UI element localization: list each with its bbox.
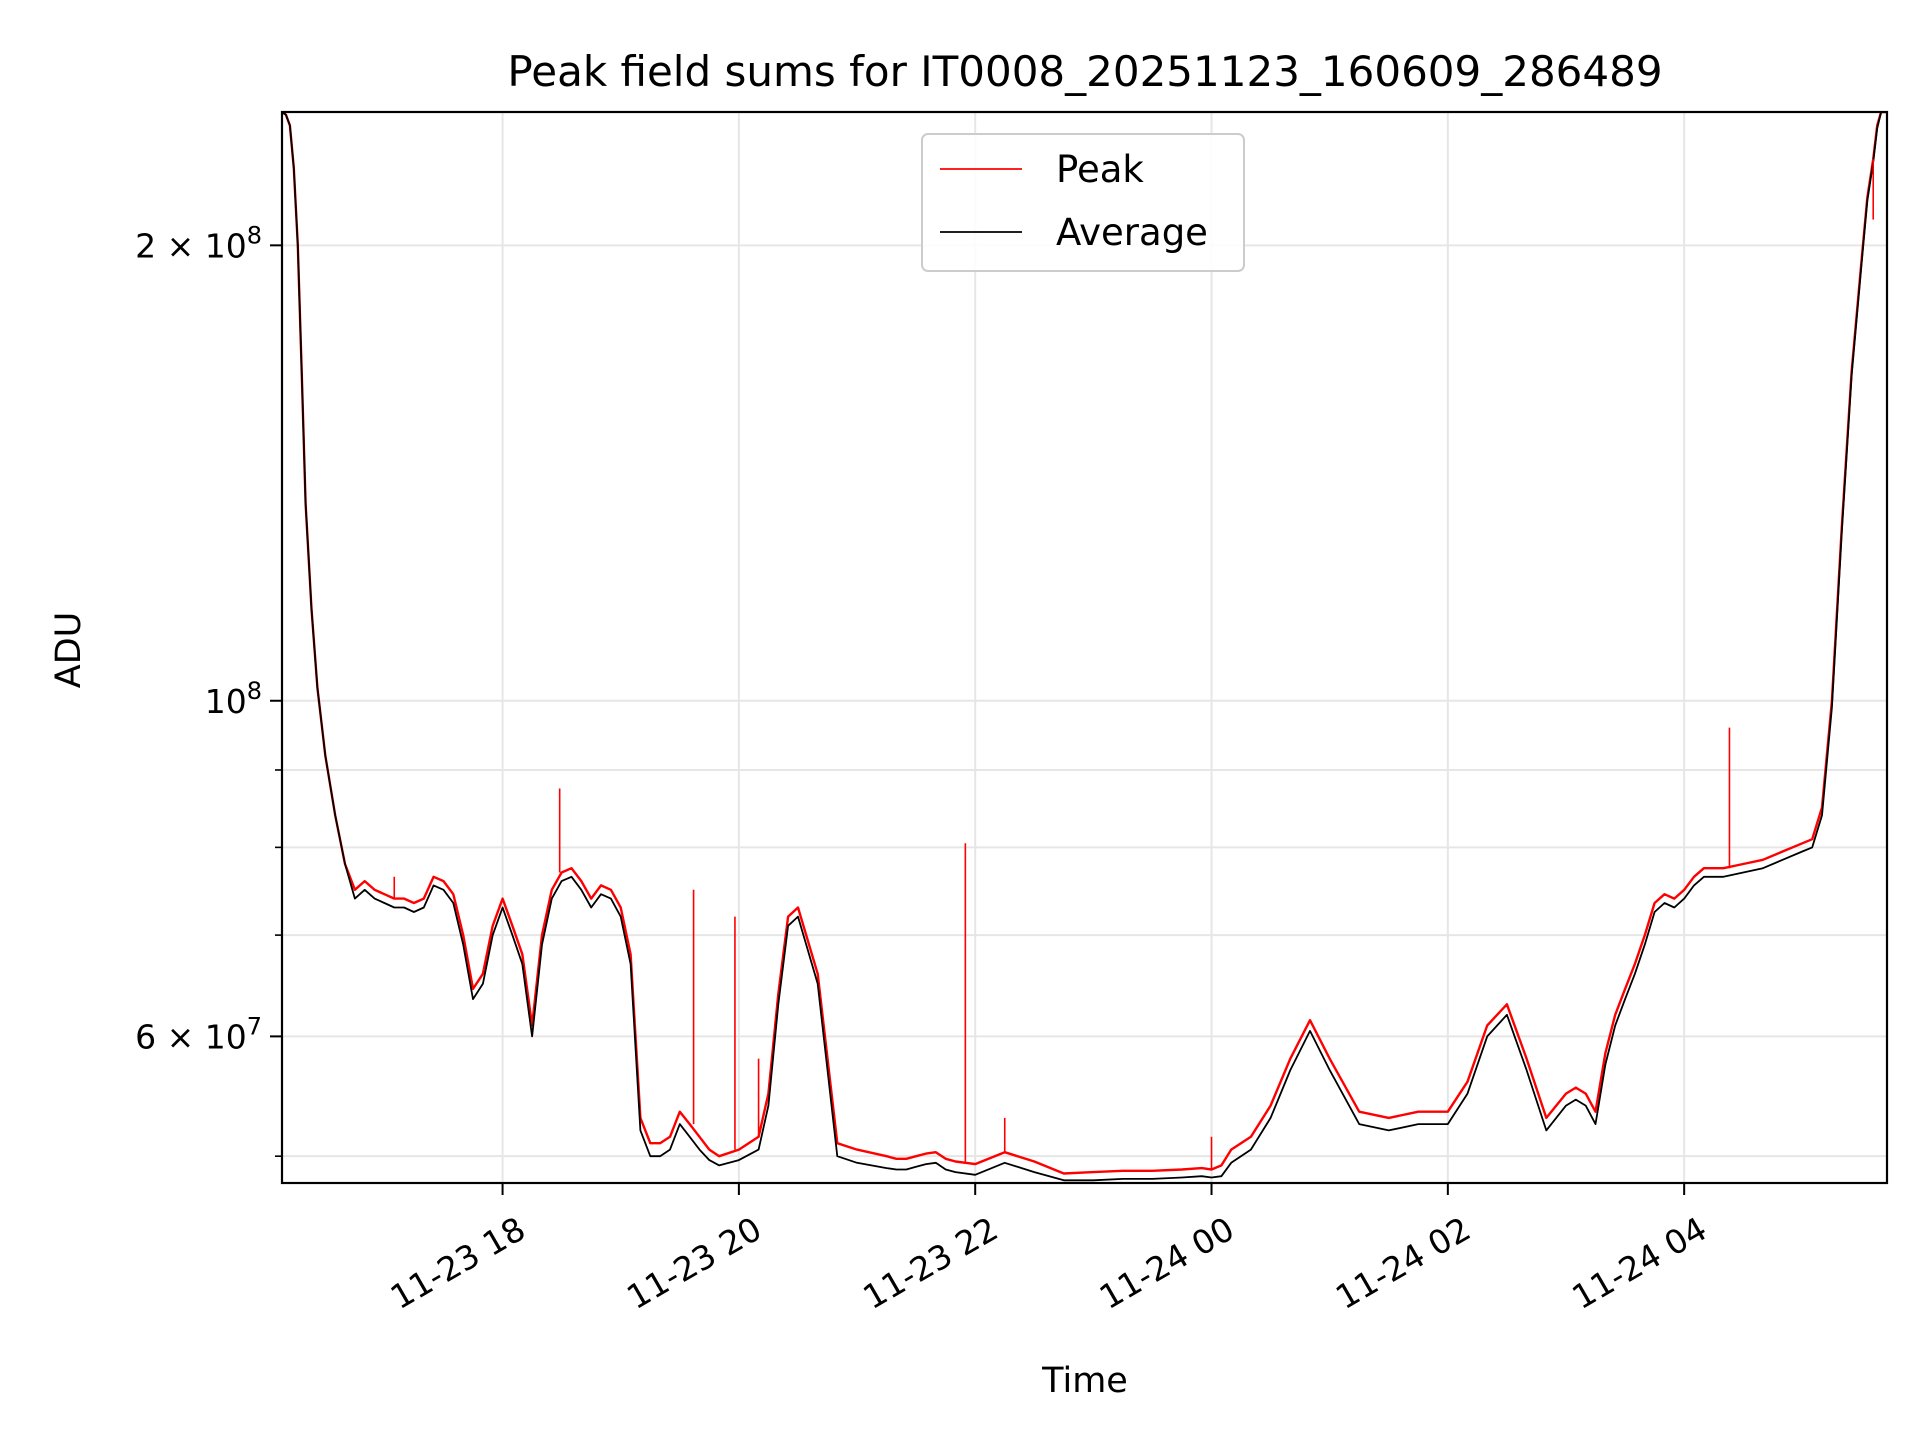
- x-axis-label: Time: [1041, 1361, 1128, 1401]
- x-tick-label: 11-23 20: [620, 1209, 768, 1317]
- y-tick-label: 108: [205, 677, 262, 721]
- y-axis-label: ADU: [49, 612, 89, 689]
- x-tick-label: 11-23 22: [856, 1209, 1004, 1317]
- x-tick-label: 11-23 18: [384, 1209, 532, 1317]
- x-tick-label: 11-24 04: [1565, 1209, 1713, 1317]
- chart-title: Peak field sums for IT0008_20251123_1606…: [507, 47, 1662, 96]
- axes-frame: [280, 110, 1889, 1185]
- series-line-average: [282, 112, 1887, 1182]
- x-tick-label: 11-24 02: [1329, 1209, 1477, 1317]
- grid-lines: [282, 112, 1887, 1183]
- y-tick-label: 6 × 107: [135, 1012, 262, 1056]
- series-line-peak: [282, 112, 1887, 1175]
- x-tick-label: 11-24 00: [1093, 1209, 1241, 1317]
- y-tick-label: 2 × 108: [135, 221, 262, 265]
- legend-label-average: Average: [1056, 211, 1208, 254]
- series-lines: [282, 112, 1887, 1182]
- legend: Peak Average: [921, 133, 1245, 272]
- legend-label-peak: Peak: [1056, 148, 1144, 191]
